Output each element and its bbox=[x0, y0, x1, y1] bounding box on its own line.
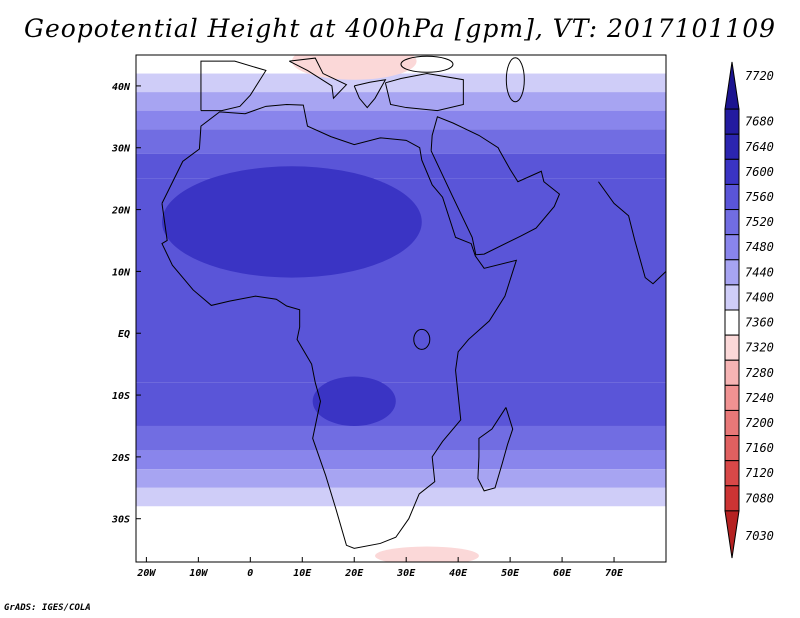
coastline-india bbox=[598, 55, 666, 285]
colorbar-label-7560: 7560 bbox=[745, 190, 774, 204]
colorbar-label-7280: 7280 bbox=[745, 366, 774, 380]
colorbar-swatch-7120 bbox=[724, 460, 740, 487]
colorbar-label-7440: 7440 bbox=[745, 265, 774, 279]
field-band-8 bbox=[136, 425, 666, 451]
lake-victoria-outline bbox=[413, 328, 431, 350]
low-cell-1 bbox=[224, 531, 256, 544]
colorbar-swatch-7160 bbox=[724, 435, 740, 462]
caspian-sea-outline bbox=[505, 57, 525, 103]
page-title: Geopotential Height at 400hPa [gpm], VT:… bbox=[23, 14, 777, 43]
height-field bbox=[136, 55, 666, 562]
field-band-3 bbox=[136, 110, 666, 130]
field-band-2 bbox=[136, 92, 666, 111]
colorbar-swatch-7240 bbox=[724, 384, 740, 411]
coastline-5 bbox=[430, 116, 561, 256]
colorbar-swatch-7440 bbox=[724, 259, 740, 286]
y-tick-label-4: EQ bbox=[118, 329, 130, 340]
field-band-9 bbox=[136, 450, 666, 470]
x-tick-label-8: 60E bbox=[553, 568, 572, 579]
x-tick-label-5: 30E bbox=[396, 568, 416, 579]
colorbar-label-7680: 7680 bbox=[745, 115, 774, 129]
colorbar-swatch-7030 bbox=[724, 510, 740, 559]
colorbar-swatch-7560 bbox=[724, 183, 740, 211]
coastline-0 bbox=[161, 103, 518, 549]
colorbar-swatch-7520 bbox=[724, 209, 740, 236]
longitude-ticks: 20W 10W 0 10E 20E 30E 40E 50E 60E 70E bbox=[136, 557, 624, 579]
high-cell-0 bbox=[161, 166, 422, 278]
coastlines bbox=[161, 55, 666, 549]
coastline-2 bbox=[289, 57, 348, 100]
colorbar-label-7720: 7720 bbox=[745, 69, 774, 83]
colorbar-swatch-7280 bbox=[724, 359, 740, 386]
y-tick-label-6: 20S bbox=[111, 453, 130, 464]
y-tick-label-7: 30S bbox=[111, 515, 130, 526]
colorbar-label-7360: 7360 bbox=[745, 316, 774, 330]
colorbar-label-7320: 7320 bbox=[745, 341, 774, 355]
x-tick-label-4: 20E bbox=[344, 568, 364, 579]
colorbar-label-7600: 7600 bbox=[745, 165, 774, 179]
colorbar-label-7400: 7400 bbox=[745, 290, 774, 304]
black-sea-outline bbox=[400, 55, 454, 73]
coastline-3 bbox=[353, 79, 387, 109]
colorbar-swatch-7640 bbox=[724, 133, 740, 160]
field-band-1 bbox=[136, 73, 666, 93]
low-cell-0 bbox=[291, 55, 417, 80]
field-band-5 bbox=[136, 153, 666, 179]
colorbar-swatch-7400 bbox=[724, 284, 740, 311]
high-cell-1 bbox=[312, 376, 396, 426]
colorbar-label-7200: 7200 bbox=[745, 416, 774, 430]
colorbar-label-7480: 7480 bbox=[745, 240, 774, 254]
x-tick-label-3: 10E bbox=[293, 568, 312, 579]
colorbar-swatch-7200 bbox=[724, 409, 740, 437]
y-tick-label-5: 10S bbox=[112, 391, 130, 402]
colorbar-label-7160: 7160 bbox=[745, 441, 774, 455]
y-tick-label-0: 40N bbox=[112, 82, 131, 93]
latitude-ticks: 40N 30N 20N 10N EQ 10S 20S 30S bbox=[111, 82, 141, 526]
coastline-1 bbox=[200, 60, 267, 112]
x-tick-label-0: 20W bbox=[136, 568, 156, 579]
map-frame bbox=[135, 54, 667, 563]
x-tick-label-7: 50E bbox=[501, 568, 520, 579]
x-tick-label-2: 0 bbox=[247, 568, 253, 579]
colorbar-swatch-7320 bbox=[724, 334, 740, 361]
colorbar: 7720 7680 7640 7600 7560 7520 7480 7440 7400 7360… bbox=[724, 61, 774, 559]
field-band-10 bbox=[136, 469, 666, 488]
y-tick-label-3: 10N bbox=[112, 267, 131, 278]
colorbar-label-7520: 7520 bbox=[745, 215, 774, 229]
colorbar-swatch-7680 bbox=[724, 108, 740, 135]
colorbar-swatch-7360 bbox=[724, 309, 740, 336]
colorbar-label-7240: 7240 bbox=[745, 391, 774, 405]
colorbar-swatch-7720 bbox=[724, 61, 740, 110]
low-cell-3 bbox=[375, 546, 479, 562]
colorbar-swatch-7480 bbox=[724, 234, 740, 261]
field-band-11 bbox=[136, 487, 666, 507]
colorbar-label-7030: 7030 bbox=[745, 529, 774, 543]
y-tick-label-2: 20N bbox=[111, 206, 131, 217]
coastline-6 bbox=[477, 407, 514, 492]
colorbar-label-7080: 7080 bbox=[745, 491, 774, 505]
colorbar-label-7640: 7640 bbox=[745, 140, 774, 154]
y-tick-label-1: 30N bbox=[111, 144, 131, 155]
credit-footer: GrADS: IGES/COLA bbox=[4, 603, 91, 613]
field-band-7 bbox=[136, 382, 666, 426]
coastline-4 bbox=[384, 73, 464, 112]
colorbar-swatch-7080 bbox=[724, 485, 740, 512]
colorbar-label-7120: 7120 bbox=[745, 466, 774, 480]
x-tick-label-9: 70E bbox=[605, 568, 624, 579]
x-tick-label-1: 10W bbox=[189, 568, 208, 579]
low-cell-2 bbox=[458, 534, 479, 553]
field-band-4 bbox=[136, 129, 666, 154]
colorbar-swatch-7600 bbox=[724, 158, 740, 185]
x-tick-label-6: 40E bbox=[449, 568, 468, 579]
